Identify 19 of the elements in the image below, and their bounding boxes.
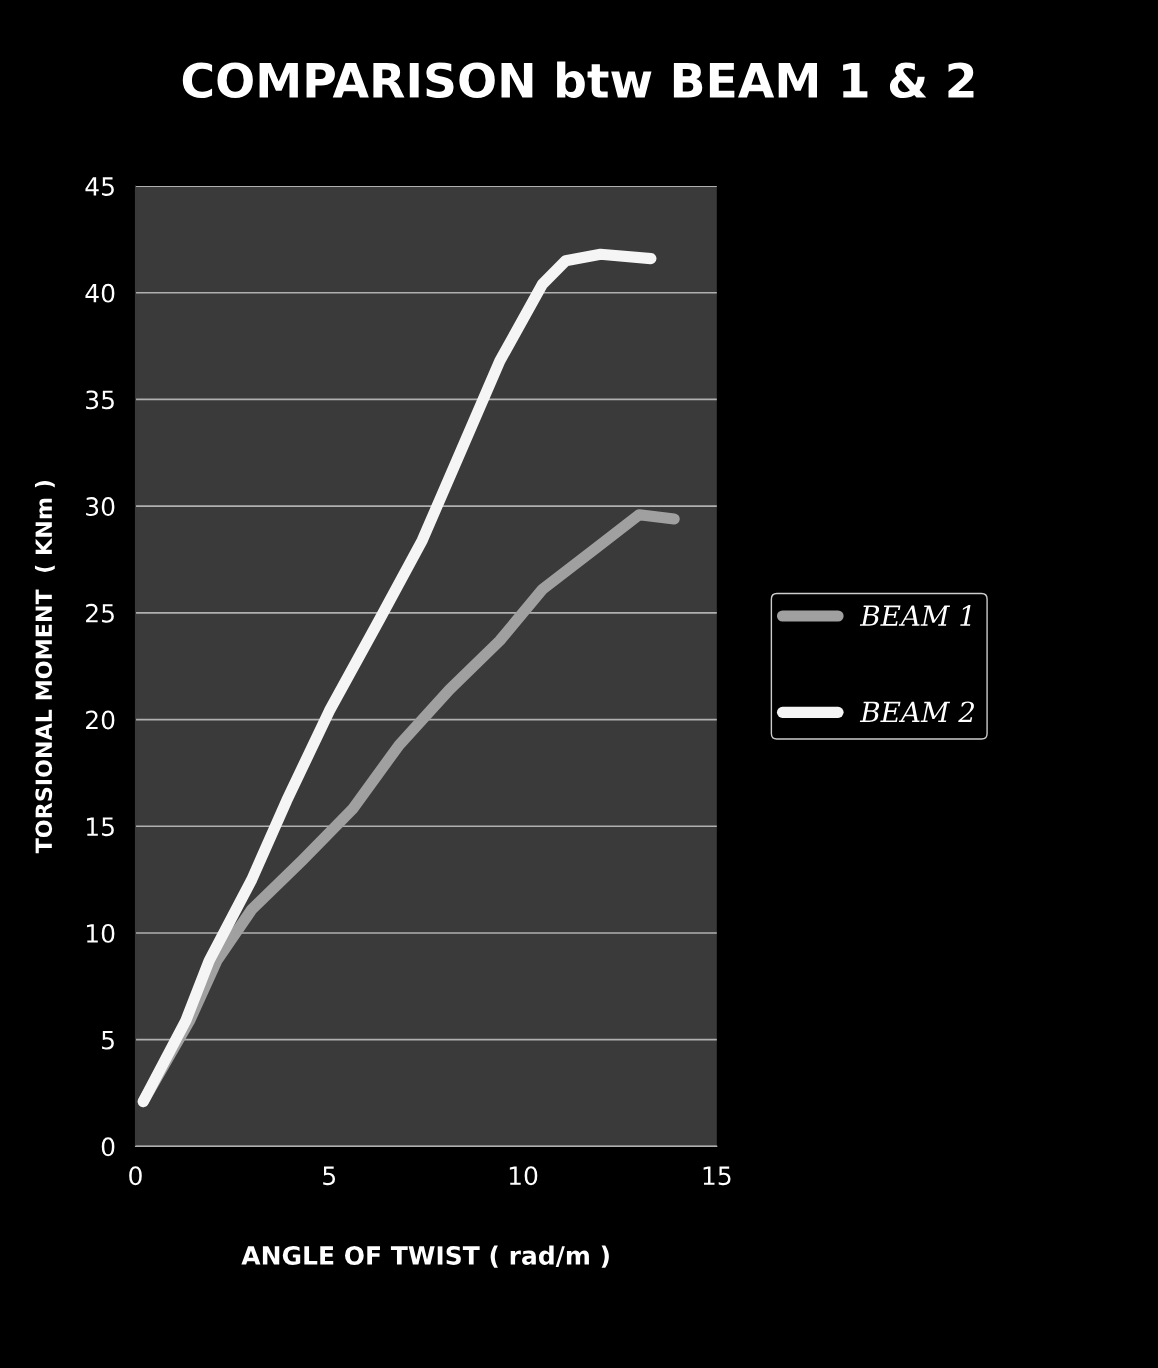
legend-label: BEAM 1 bbox=[859, 605, 971, 626]
x-axis-title: ANGLE OF TWIST ( rad/m ) bbox=[241, 1245, 609, 1268]
y-tick-label: 45 bbox=[85, 177, 114, 196]
legend-label: BEAM 2 bbox=[859, 701, 974, 723]
y-axis-title: TORSIONAL MOMENT ( KNm ) bbox=[34, 480, 55, 854]
y-tick-label: 35 bbox=[86, 390, 114, 410]
x-tick-label: 5 bbox=[323, 1166, 336, 1186]
y-tick-label: 25 bbox=[86, 603, 114, 623]
y-tick-label: 5 bbox=[102, 1030, 114, 1050]
chart-title: COMPARISON btw BEAM 1 & 2 bbox=[182, 61, 974, 99]
y-tick-label: 10 bbox=[86, 923, 115, 943]
x-tick-label: 0 bbox=[129, 1166, 142, 1186]
y-tick-label: 20 bbox=[86, 710, 115, 730]
y-tick-label: 40 bbox=[85, 283, 115, 303]
y-tick-label: 30 bbox=[86, 497, 115, 517]
x-tick-label: 15 bbox=[703, 1166, 731, 1186]
y-tick-label: 15 bbox=[86, 817, 114, 837]
y-tick-label: 0 bbox=[101, 1137, 115, 1157]
x-tick-label: 10 bbox=[509, 1166, 538, 1186]
